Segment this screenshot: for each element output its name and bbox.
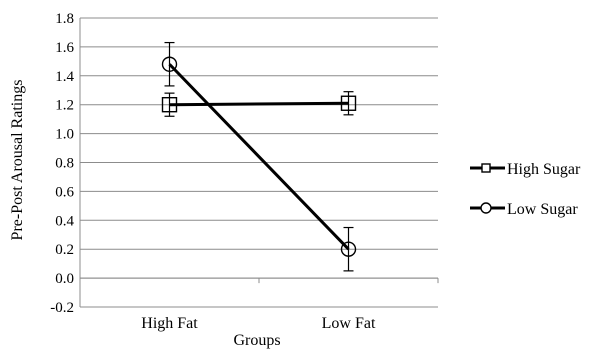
y-tick-labels: -0.2 0.0 0.2 0.4 0.6 0.8 1.0 1.2 1.4 1.6 1.8 [50,11,74,316]
series-line [169,101,349,107]
x-axis-title: Groups [233,332,280,349]
x-tick-label: Low Fat [322,315,376,332]
y-tick-label: 1.8 [55,11,74,27]
axes [79,18,439,307]
gridlines [80,17,438,308]
y-tick-label: 0.2 [55,242,74,258]
y-tick-label: 0.6 [55,184,74,200]
x-tick-labels: High Fat Low Fat [141,315,376,332]
marker-square [340,95,357,111]
series-low-sugar [161,41,357,272]
marker-circle [480,202,492,214]
y-tick-label: 1.4 [55,69,74,85]
x-tick-label: High Fat [141,315,198,332]
y-tick-label: 0.4 [55,213,74,229]
y-tick-label: 1.2 [55,98,74,114]
legend: High Sugar Low Sugar [470,161,581,218]
y-tick-label: 0.8 [55,156,74,172]
series-high-sugar [161,91,357,117]
legend-label: High Sugar [507,161,581,178]
marker-square [481,163,491,173]
legend-item: Low Sugar [470,201,578,218]
series-line [168,63,350,251]
series-layer [161,41,357,272]
y-tick-label: 1.0 [55,127,74,143]
y-tick-label: 1.6 [55,40,74,56]
marker-circle [161,56,178,72]
y-tick-label: -0.2 [50,300,74,316]
legend-label: Low Sugar [507,201,578,218]
y-tick-label: 0.0 [55,271,74,287]
marker-circle [340,241,357,257]
y-axis-title: Pre-Post Arousal Ratings [9,80,26,241]
marker-square [161,96,178,113]
legend-item: High Sugar [470,161,581,178]
